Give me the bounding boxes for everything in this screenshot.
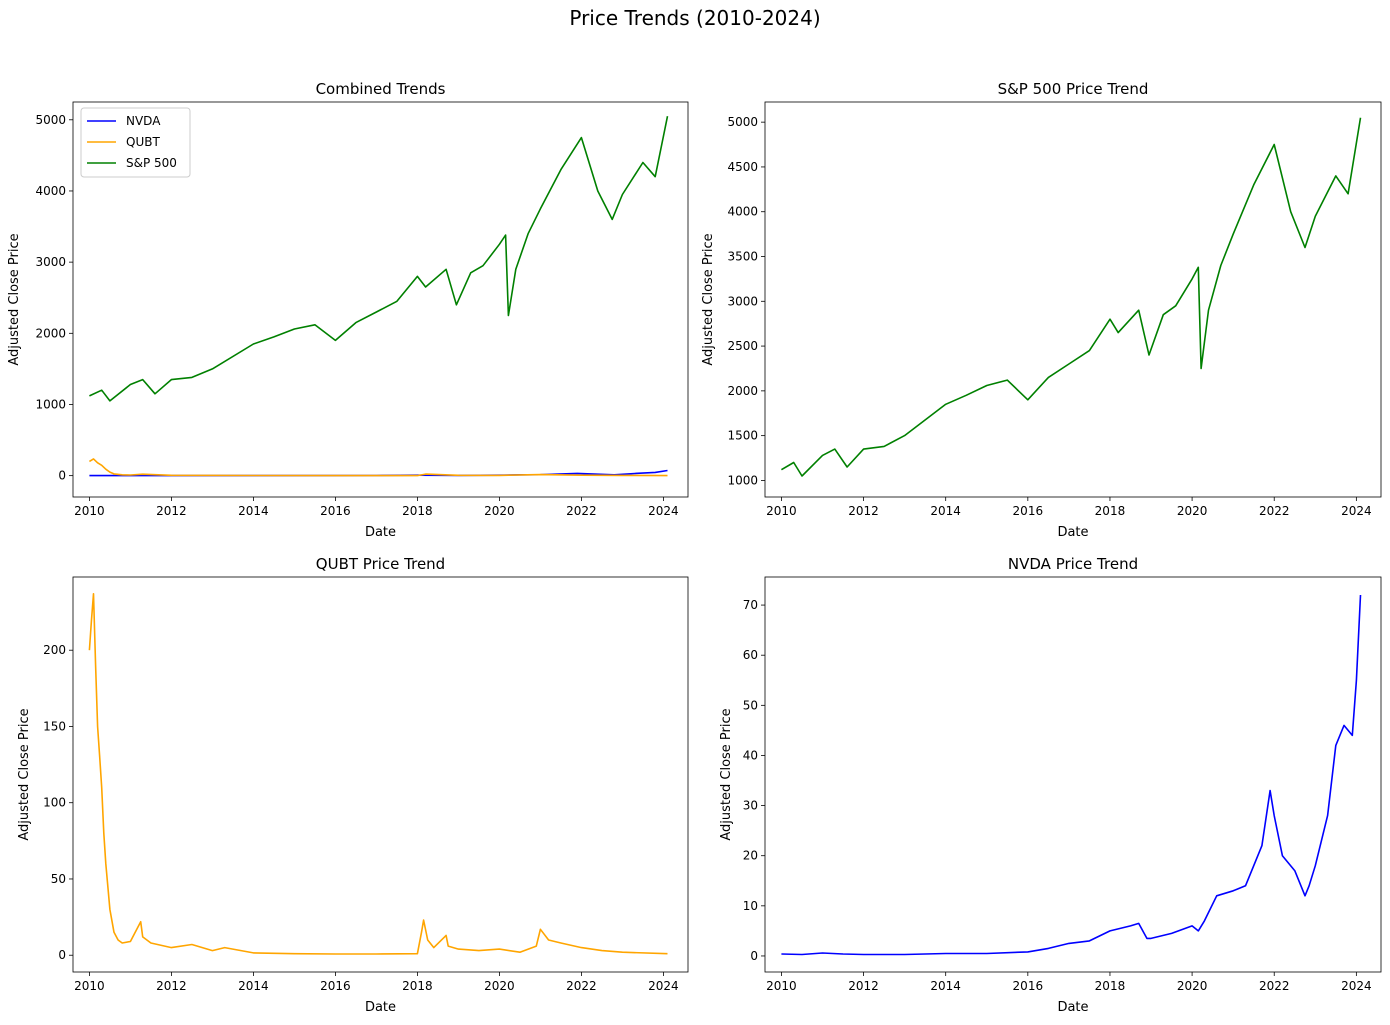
series-line-qubt xyxy=(88,458,668,477)
y-tick-label: 0 xyxy=(58,948,66,962)
y-tick-label: 5000 xyxy=(727,115,758,129)
legend-box xyxy=(80,107,191,178)
x-tick-label: 2010 xyxy=(766,504,797,518)
y-tick-label: 4500 xyxy=(727,160,758,174)
x-tick-label: 2016 xyxy=(1013,504,1044,518)
x-tick-label: 2014 xyxy=(238,504,269,518)
y-tick-label: 2000 xyxy=(727,384,758,398)
y-tick-label: 40 xyxy=(743,748,758,762)
x-tick-label: 2020 xyxy=(484,979,515,993)
y-tick-label: 4000 xyxy=(727,205,758,219)
y-tick-label: 1000 xyxy=(35,397,66,411)
x-tick-label: 2016 xyxy=(320,979,351,993)
x-tick-label: 2024 xyxy=(1341,979,1372,993)
y-tick-label: 1500 xyxy=(727,429,758,443)
x-tick-label: 2018 xyxy=(1095,504,1126,518)
x-tick-label: 2016 xyxy=(1013,979,1044,993)
y-tick-label: 3000 xyxy=(35,255,66,269)
y-tick-label: 70 xyxy=(743,598,758,612)
series-line-0 xyxy=(781,594,1362,956)
x-tick-label: 2024 xyxy=(1341,504,1372,518)
x-tick-label: 2010 xyxy=(74,979,105,993)
x-tick-label: 2022 xyxy=(566,504,597,518)
y-tick-label: 50 xyxy=(51,872,66,886)
y-tick-label: 30 xyxy=(743,799,758,813)
x-tick-label: 2014 xyxy=(238,979,269,993)
x-tick-label: 2012 xyxy=(848,979,879,993)
x-tick-label: 2016 xyxy=(320,504,351,518)
x-tick-label: 2024 xyxy=(648,504,679,518)
axes-frame xyxy=(764,576,1382,973)
y-tick-label: 0 xyxy=(750,949,758,963)
x-tick-label: 2018 xyxy=(402,979,433,993)
y-axis-label: Adjusted Close Price xyxy=(701,233,716,365)
series-line-0 xyxy=(88,593,668,955)
x-tick-label: 2022 xyxy=(1259,979,1290,993)
y-tick-label: 5000 xyxy=(35,113,66,127)
x-tick-label: 2022 xyxy=(1259,504,1290,518)
y-tick-label: 150 xyxy=(43,719,66,733)
x-tick-label: 2020 xyxy=(484,504,515,518)
x-tick-label: 2018 xyxy=(1095,979,1126,993)
x-axis-label: Date xyxy=(365,1000,396,1015)
x-tick-label: 2020 xyxy=(1177,979,1208,993)
y-axis-label: Adjusted Close Price xyxy=(7,233,22,365)
y-tick-label: 3000 xyxy=(727,294,758,308)
y-tick-label: 3500 xyxy=(727,250,758,264)
y-tick-label: 100 xyxy=(43,796,66,810)
y-axis-label: Adjusted Close Price xyxy=(17,708,32,840)
figure-suptitle: Price Trends (2010-2024) xyxy=(569,6,820,30)
y-tick-label: 1000 xyxy=(727,473,758,487)
x-axis-label: Date xyxy=(1057,525,1088,540)
chart-title: Combined Trends xyxy=(316,80,446,98)
legend-entry: NVDA xyxy=(126,114,161,128)
x-tick-label: 2014 xyxy=(930,979,961,993)
y-tick-label: 4000 xyxy=(35,184,66,198)
sp500-price-trend-chart: 2010 2012 2014 2016 2018 2020 2022 2024 1000 1500… xyxy=(701,80,1382,540)
legend-entry: S&P 500 xyxy=(126,156,177,170)
qubt-price-trend-chart: 2010 2012 2014 2016 2018 2020 2022 2024 0 50 100 15… xyxy=(17,555,689,1015)
y-tick-label: 0 xyxy=(58,469,66,483)
nvda-price-trend-chart: 2010 2012 2014 2016 2018 2020 2022 2024 0 10 20 30 4… xyxy=(719,555,1382,1015)
x-tick-label: 2018 xyxy=(402,504,433,518)
y-tick-label: 10 xyxy=(743,899,758,913)
y-tick-label: 60 xyxy=(743,648,758,662)
legend-entry: QUBT xyxy=(126,135,160,149)
x-tick-label: 2012 xyxy=(156,979,187,993)
x-tick-label: 2024 xyxy=(648,979,679,993)
x-tick-label: 2014 xyxy=(930,504,961,518)
x-axis-label: Date xyxy=(365,525,396,540)
axes-frame xyxy=(72,576,689,973)
y-tick-label: 20 xyxy=(743,849,758,863)
y-tick-label: 50 xyxy=(743,698,758,712)
axes-frame xyxy=(72,101,689,498)
x-tick-label: 2010 xyxy=(766,979,797,993)
combined-trends-chart: 2010 2012 2014 2016 2018 2020 2022 2024 0 1000 200… xyxy=(7,80,689,540)
x-axis-label: Date xyxy=(1057,1000,1088,1015)
y-tick-label: 2500 xyxy=(727,339,758,353)
chart-title: S&P 500 Price Trend xyxy=(998,80,1149,98)
x-tick-label: 2012 xyxy=(848,504,879,518)
x-tick-label: 2022 xyxy=(566,979,597,993)
chart-title: NVDA Price Trend xyxy=(1008,555,1138,573)
y-tick-label: 200 xyxy=(43,643,66,657)
y-axis-label: Adjusted Close Price xyxy=(719,708,734,840)
x-tick-label: 2012 xyxy=(156,504,187,518)
y-tick-label: 2000 xyxy=(35,326,66,340)
x-tick-label: 2010 xyxy=(74,504,105,518)
chart-title: QUBT Price Trend xyxy=(316,555,445,573)
series-line-s-p-500 xyxy=(89,116,669,402)
x-tick-label: 2020 xyxy=(1177,504,1208,518)
series-line-0 xyxy=(780,117,1362,477)
axes-frame xyxy=(764,101,1382,498)
